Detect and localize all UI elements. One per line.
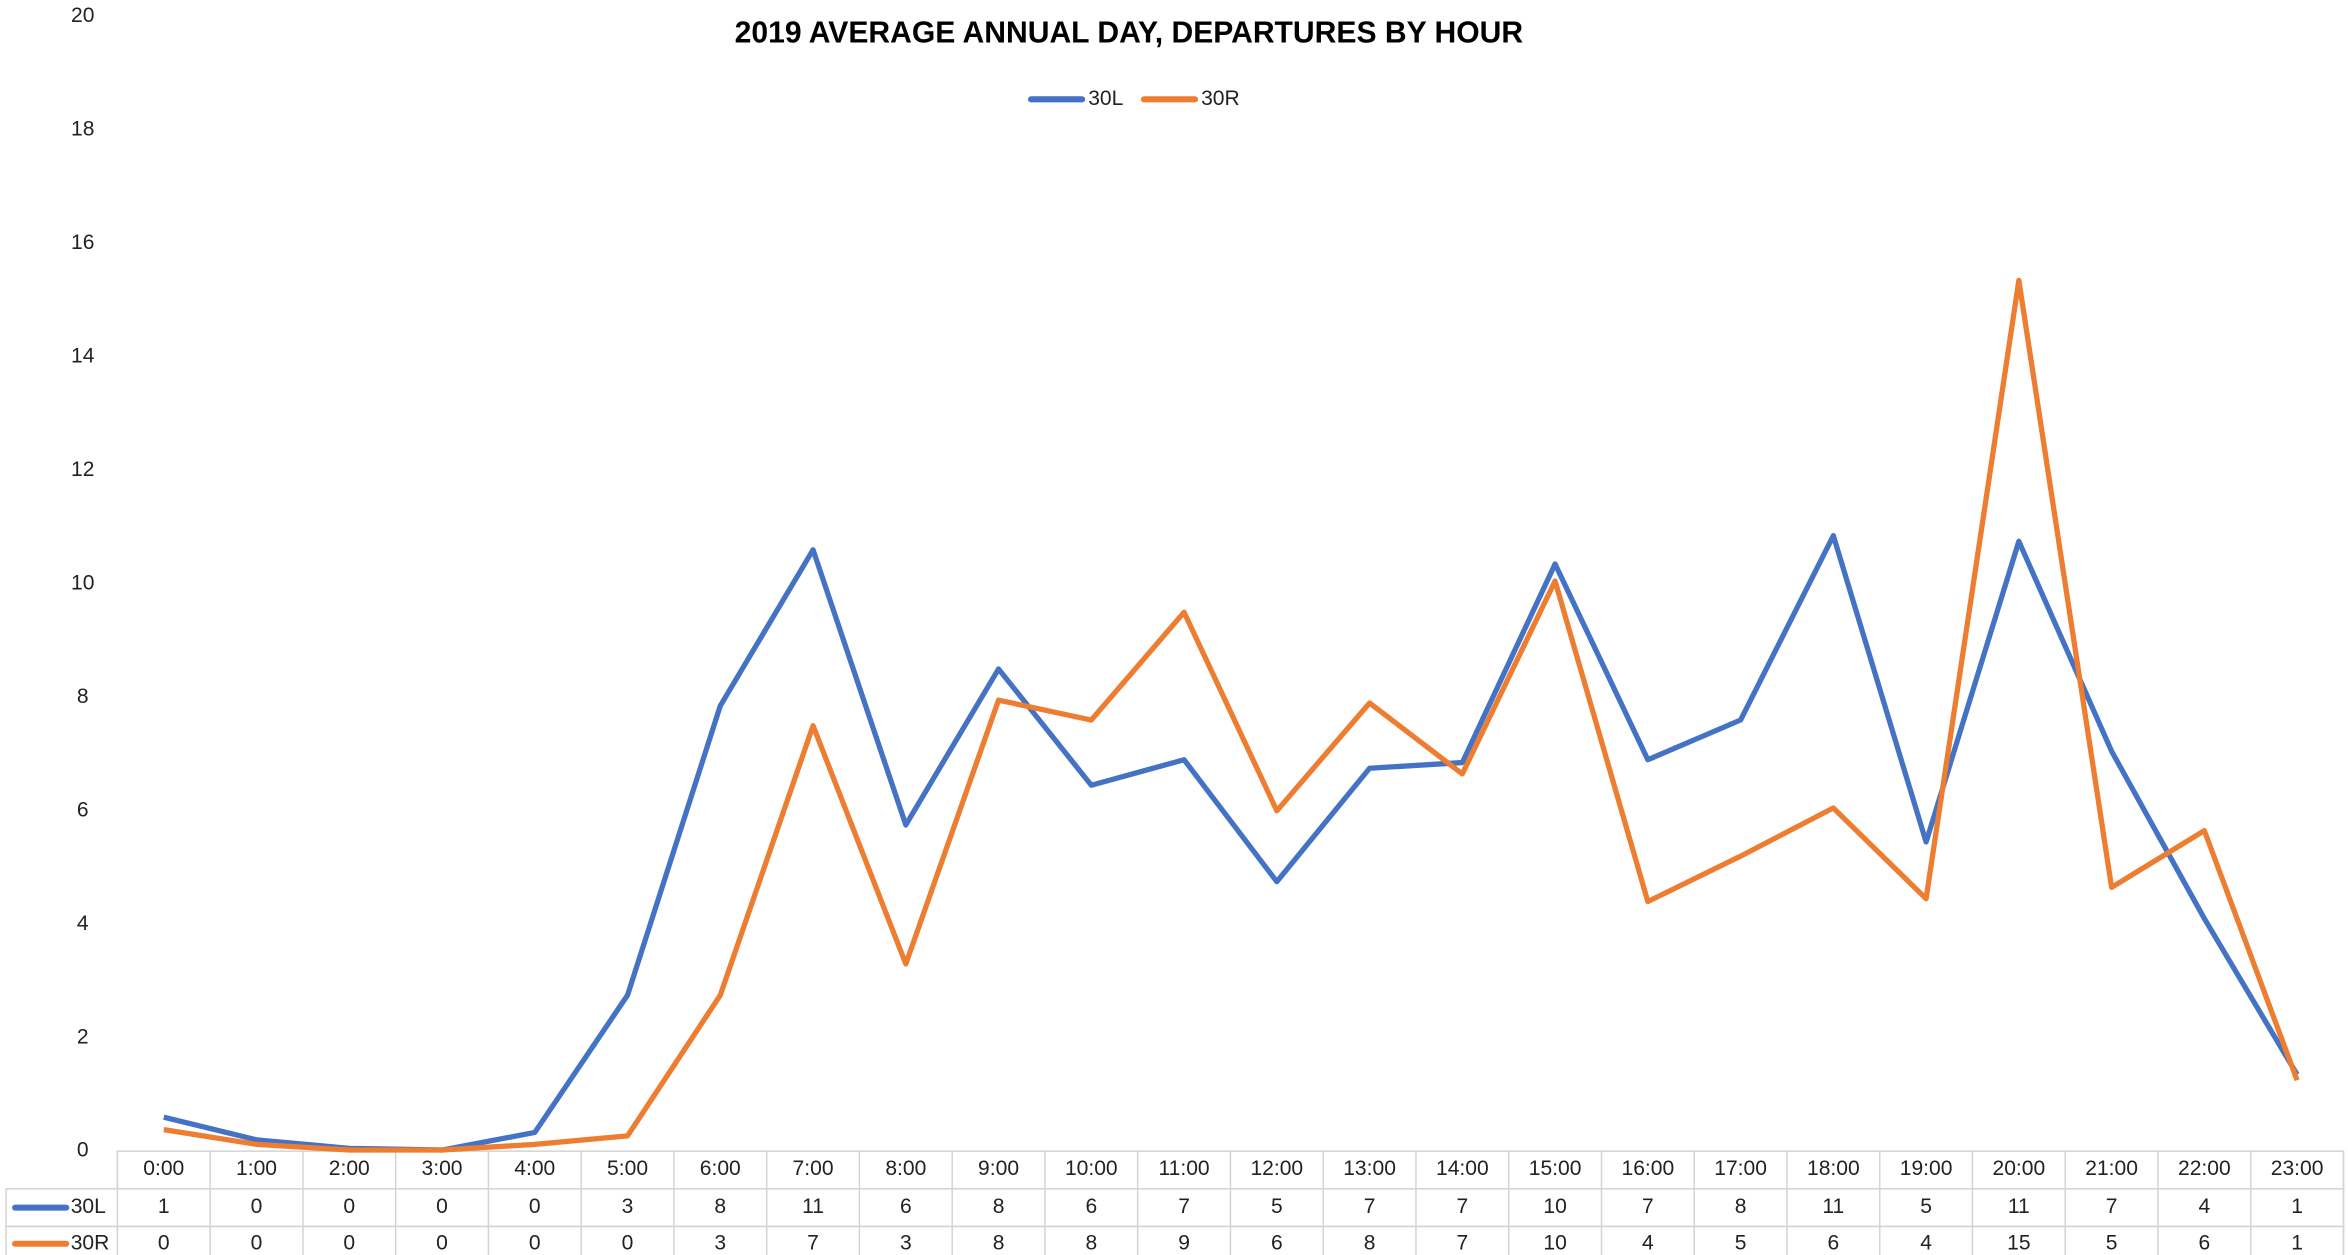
series-line — [163, 533, 2300, 1153]
table-value: 6 — [1827, 1231, 1839, 1254]
x-tick-label: 15:00 — [1529, 1157, 1582, 1180]
table-value: 8 — [1085, 1231, 1097, 1254]
y-tick-label: 8 — [77, 685, 89, 708]
x-tick-label: 6:00 — [700, 1157, 741, 1180]
x-tick-label: 4:00 — [514, 1157, 555, 1180]
y-tick-label: 18 — [71, 118, 94, 141]
table-value: 5 — [1271, 1195, 1283, 1218]
y-tick-label: 16 — [71, 231, 94, 254]
x-tick-label: 22:00 — [2178, 1157, 2231, 1180]
x-tick-label: 20:00 — [1993, 1157, 2046, 1180]
y-tick-label: 20 — [71, 4, 94, 27]
table-value: 0 — [622, 1231, 634, 1254]
y-tick-label: 2 — [77, 1025, 89, 1048]
table-value: 1 — [2291, 1231, 2303, 1254]
table-value: 7 — [1178, 1195, 1190, 1218]
x-tick-label: 1:00 — [236, 1157, 277, 1180]
table-value: 0 — [529, 1231, 541, 1254]
table-value: 11 — [2008, 1195, 2030, 1218]
table-value: 7 — [1456, 1195, 1468, 1218]
x-tick-label: 2:00 — [329, 1157, 370, 1180]
y-tick-label: 4 — [77, 912, 89, 935]
table-value: 10 — [1543, 1195, 1566, 1218]
x-tick-label: 12:00 — [1250, 1157, 1303, 1180]
table-value: 6 — [2198, 1231, 2210, 1254]
table-value: 6 — [900, 1195, 912, 1218]
table-value: 7 — [1364, 1195, 1376, 1218]
y-tick-label: 0 — [77, 1139, 89, 1162]
table-value: 5 — [2106, 1231, 2118, 1254]
x-tick-label: 3:00 — [422, 1157, 463, 1180]
table-value: 4 — [1920, 1231, 1932, 1254]
table-value: 8 — [993, 1195, 1005, 1218]
table-value: 1 — [158, 1195, 170, 1218]
x-tick-label: 21:00 — [2085, 1157, 2138, 1180]
y-tick-label: 10 — [71, 571, 94, 594]
table-value: 5 — [1920, 1195, 1932, 1218]
table-value: 8 — [714, 1195, 726, 1218]
x-tick-label: 11:00 — [1159, 1157, 1210, 1180]
x-tick-label: 14:00 — [1436, 1157, 1489, 1180]
table-value: 0 — [529, 1195, 541, 1218]
x-tick-label: 19:00 — [1900, 1157, 1953, 1180]
x-tick-label: 9:00 — [978, 1157, 1019, 1180]
chart-title: 2019 AVERAGE ANNUAL DAY, DEPARTURES BY H… — [735, 17, 1524, 50]
x-tick-label: 7:00 — [793, 1157, 834, 1180]
table-value: 3 — [900, 1231, 912, 1254]
table-value: 9 — [1178, 1231, 1190, 1254]
table-value: 0 — [343, 1231, 355, 1254]
x-tick-label: 10:00 — [1065, 1157, 1118, 1180]
table-row — [5, 1225, 2345, 1255]
series-line — [163, 277, 2300, 1153]
table-value: 0 — [343, 1195, 355, 1218]
table-value: 7 — [1456, 1231, 1468, 1254]
table-value: 7 — [807, 1231, 819, 1254]
table-value: 7 — [2106, 1195, 2118, 1218]
x-tick-label: 13:00 — [1343, 1157, 1396, 1180]
table-value: 4 — [1642, 1231, 1654, 1254]
table-value: 0 — [436, 1231, 448, 1254]
legend-label: 30L — [1088, 87, 1123, 110]
y-tick-label: 6 — [77, 798, 89, 821]
table-value: 3 — [622, 1195, 634, 1218]
table-value: 8 — [1735, 1195, 1747, 1218]
table-value: 1 — [2291, 1195, 2303, 1218]
table-value: 4 — [2198, 1195, 2210, 1218]
legend-label: 30R — [1201, 87, 1240, 110]
x-tick-label: 18:00 — [1807, 1157, 1860, 1180]
x-tick-label: 16:00 — [1621, 1157, 1674, 1180]
x-tick-label: 17:00 — [1714, 1157, 1767, 1180]
table-value: 3 — [714, 1231, 726, 1254]
table-value: 10 — [1543, 1231, 1566, 1254]
table-value: 5 — [1735, 1231, 1747, 1254]
table-value: 6 — [1085, 1195, 1097, 1218]
table-value: 15 — [2007, 1231, 2030, 1254]
x-tick-label: 23:00 — [2271, 1157, 2324, 1180]
y-tick-label: 12 — [71, 458, 94, 481]
y-tick-label: 14 — [71, 345, 95, 368]
table-value: 7 — [1642, 1195, 1654, 1218]
table-value: 6 — [1271, 1231, 1283, 1254]
table-value: 0 — [251, 1231, 263, 1254]
table-value: 8 — [1364, 1231, 1376, 1254]
x-tick-label: 5:00 — [607, 1157, 648, 1180]
table-series-name: 30R — [71, 1231, 110, 1254]
table-value: 0 — [251, 1195, 263, 1218]
table-value: 8 — [993, 1231, 1005, 1254]
table-row — [5, 1188, 2345, 1228]
table-value: 11 — [1822, 1195, 1844, 1218]
table-value: 11 — [802, 1195, 824, 1218]
x-tick-label: 8:00 — [885, 1157, 926, 1180]
table-series-name: 30L — [71, 1195, 106, 1218]
table-value: 0 — [158, 1231, 170, 1254]
x-tick-label: 0:00 — [143, 1157, 184, 1180]
table-value: 0 — [436, 1195, 448, 1218]
